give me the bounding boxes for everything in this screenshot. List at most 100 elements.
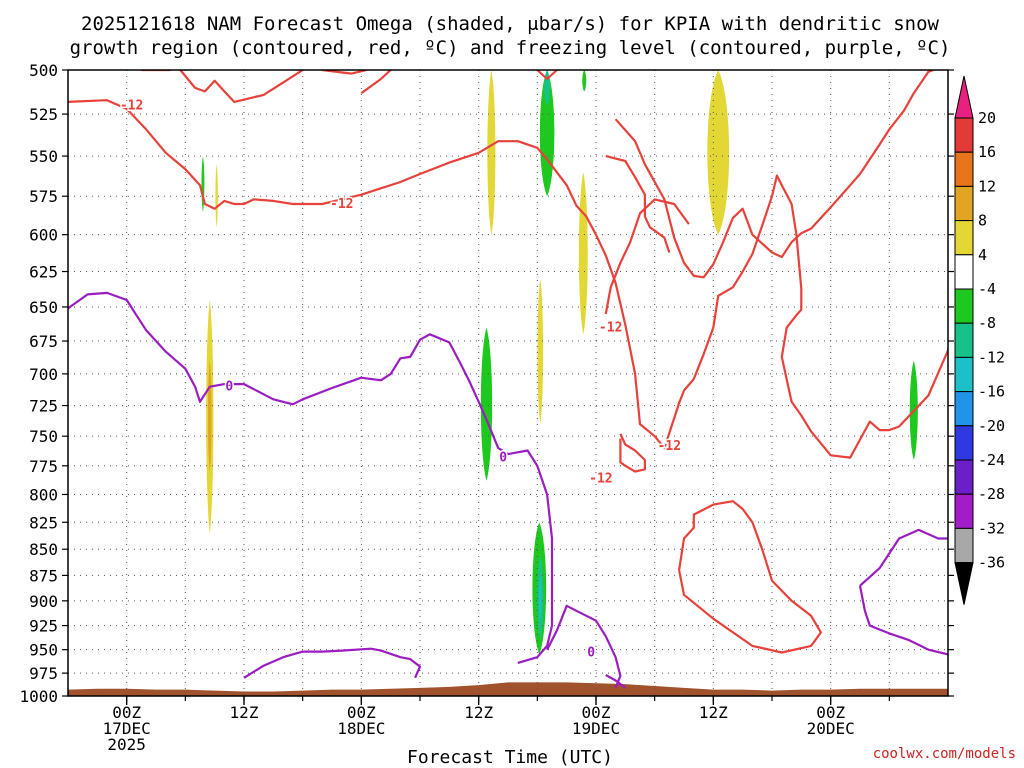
plot-frame xyxy=(67,69,949,697)
y-tick-label: 1000 xyxy=(19,687,58,706)
colorbar-tick-label: -16 xyxy=(978,383,1005,401)
grid-layer xyxy=(68,70,948,696)
colorbar-segment xyxy=(954,391,974,427)
colorbar-segment xyxy=(954,425,974,461)
y-tick-label: 775 xyxy=(29,457,58,476)
omega-blob xyxy=(537,278,544,425)
contour-line-dgz xyxy=(68,99,948,459)
y-tick-label: 875 xyxy=(29,566,58,585)
terrain-layer xyxy=(68,682,948,696)
contour-line-dgz xyxy=(360,70,392,95)
contour-line-dgz xyxy=(179,70,304,103)
chart-title-line-2: growth region (contoured, red, ºC) and f… xyxy=(70,37,951,59)
y-tick-label: 750 xyxy=(29,427,58,446)
y-tick-label: 650 xyxy=(29,298,58,317)
x-tick-label: 17DEC xyxy=(103,719,151,738)
contour-line-freezing xyxy=(605,674,626,689)
y-tick-label: 975 xyxy=(29,664,58,683)
chart-title-line-1: 2025121618 NAM Forecast Omega (shaded, μ… xyxy=(81,13,939,35)
colorbar-segment xyxy=(954,254,974,290)
colorbar-segment xyxy=(954,288,974,324)
y-tick-label: 575 xyxy=(29,187,58,206)
contour-line-dgz xyxy=(322,70,367,75)
x-tick-label: 00Z xyxy=(816,703,845,722)
y-tick-label: 675 xyxy=(29,332,58,351)
y-tick-label: 825 xyxy=(29,513,58,532)
colorbar-tick-label: -28 xyxy=(978,485,1005,503)
y-axis: 500 525 550 575 600 625 650 675 700 725 750 775 800 8… xyxy=(19,61,954,706)
colorbar-segment xyxy=(954,185,974,222)
colorbar-segment xyxy=(954,527,974,564)
colorbar-tick-label: -24 xyxy=(978,451,1005,469)
omega-blob xyxy=(539,575,542,621)
contour-line-freezing xyxy=(858,585,948,656)
contour-layer xyxy=(68,70,948,689)
x-tick-label: 19DEC xyxy=(572,719,620,738)
contour-line-freezing xyxy=(546,604,622,689)
colorbar-tick-label: -32 xyxy=(978,519,1005,537)
x-tick-label: 12Z xyxy=(230,703,259,722)
colorbar-segment xyxy=(954,220,974,256)
omega-blob xyxy=(578,172,588,335)
colorbar-tick-label: 4 xyxy=(978,246,987,264)
y-tick-label: 550 xyxy=(29,147,58,166)
contour-label-layer: -12 -12 -12 -12 -12 0 0 0 xyxy=(118,97,682,662)
colorbar-tick-label: -20 xyxy=(978,417,1005,435)
terrain-fill xyxy=(68,682,948,696)
credit-text: coolwx.com/models xyxy=(873,746,1016,762)
contour-value-label: -12 xyxy=(330,197,353,212)
x-tick-label: 12Z xyxy=(699,703,728,722)
colorbar-segment xyxy=(954,151,974,187)
y-tick-label: 925 xyxy=(29,617,58,636)
colorbar-tick-label: 12 xyxy=(978,177,996,195)
x-tick-label: 2025 xyxy=(107,735,146,754)
y-tick-label: 950 xyxy=(29,641,58,660)
colorbar-segment xyxy=(954,117,974,153)
colorbar-tick-label: -4 xyxy=(978,280,996,298)
y-tick-label: 850 xyxy=(29,540,58,559)
y-tick-label: 725 xyxy=(29,397,58,416)
y-tick-label: 600 xyxy=(29,226,58,245)
colorbar-tick-label: -12 xyxy=(978,348,1005,366)
colorbar: 20 16 12 8 4 -4 -8 -12 -16 -20 -24 -28 -32 -36 xyxy=(954,75,1005,605)
contour-line-freezing xyxy=(243,647,422,679)
y-tick-label: 900 xyxy=(29,592,58,611)
colorbar-segment xyxy=(954,322,974,358)
contour-line-dgz xyxy=(619,433,646,473)
contour-value-label: -12 xyxy=(658,439,681,454)
y-tick-label: 525 xyxy=(29,105,58,124)
colorbar-tick-label: -8 xyxy=(978,314,996,332)
omega-shading-layer xyxy=(201,70,918,655)
contour-value-label: 0 xyxy=(587,646,595,661)
x-tick-label: 18DEC xyxy=(337,719,385,738)
y-tick-label: 500 xyxy=(29,61,58,80)
colorbar-bottom-arrow xyxy=(954,562,974,605)
contour-line-dgz xyxy=(604,198,690,315)
colorbar-tick-label: 16 xyxy=(978,143,996,161)
colorbar-top-arrow xyxy=(954,75,974,119)
contour-line-dgz xyxy=(614,70,934,279)
omega-blob xyxy=(487,70,496,235)
omega-blob xyxy=(707,70,730,235)
y-tick-label: 700 xyxy=(29,365,58,384)
omega-blob xyxy=(480,327,493,481)
x-tick-label: 00Z xyxy=(582,703,611,722)
colorbar-segment xyxy=(954,459,974,495)
contour-line-freezing xyxy=(68,291,554,664)
x-tick-label: 00Z xyxy=(347,703,376,722)
x-tick-label: 00Z xyxy=(112,703,141,722)
omega-blob xyxy=(582,70,587,92)
colorbar-segment xyxy=(954,356,974,393)
contour-line-freezing xyxy=(859,528,948,587)
y-tick-label: 800 xyxy=(29,485,58,504)
contour-line-dgz xyxy=(536,70,558,81)
colorbar-tick-label: -36 xyxy=(978,554,1005,572)
colorbar-tick-label: 8 xyxy=(978,212,987,230)
x-axis-title: Forecast Time (UTC) xyxy=(407,747,613,768)
omega-blob xyxy=(215,164,218,228)
colorbar-tick-label: 20 xyxy=(978,109,996,127)
x-tick-label: 20DEC xyxy=(807,719,855,738)
x-tick-label: 12Z xyxy=(464,703,493,722)
